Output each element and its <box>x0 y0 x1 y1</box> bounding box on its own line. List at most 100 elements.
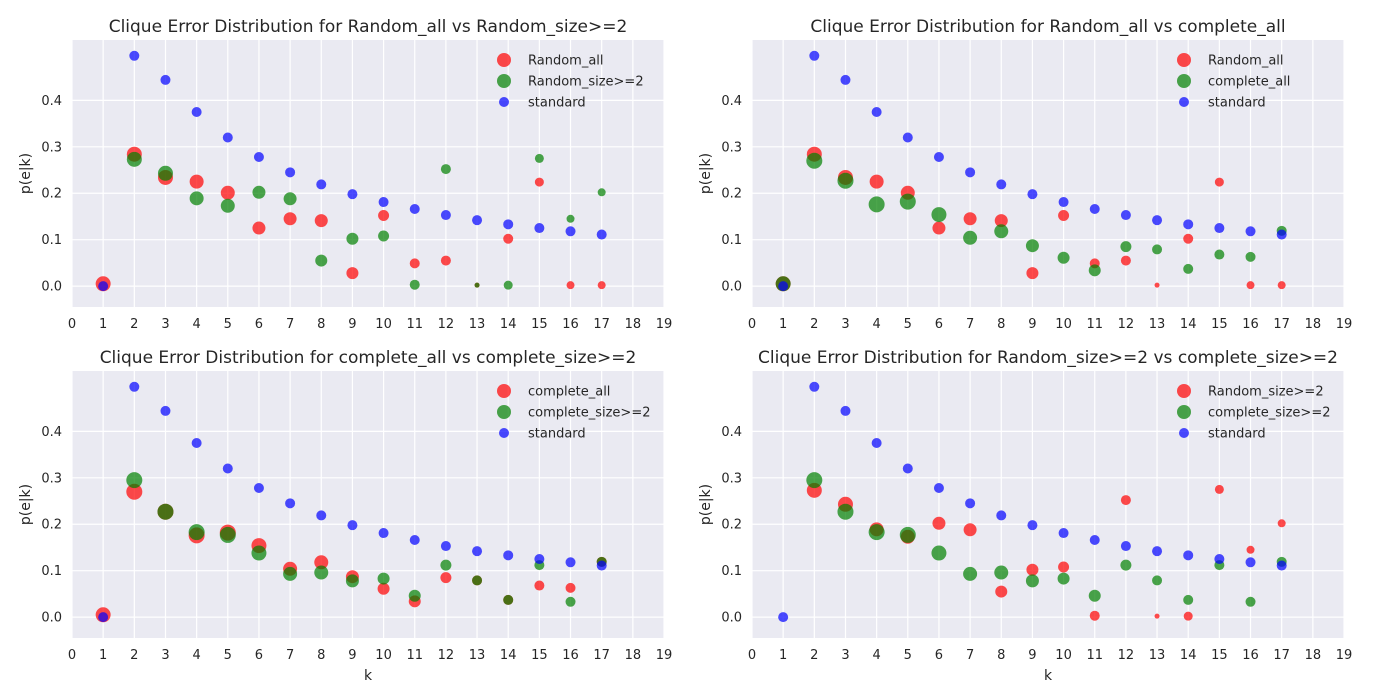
data-point <box>1057 251 1070 264</box>
data-point <box>995 585 1008 598</box>
x-tick-label: 3 <box>841 648 849 663</box>
data-point <box>315 254 328 267</box>
x-tick-label: 2 <box>130 648 138 663</box>
data-point <box>837 503 854 520</box>
legend-label: standard <box>1208 96 1266 111</box>
data-point <box>409 204 420 215</box>
x-tick-label: 6 <box>935 317 943 332</box>
x-tick-label: 13 <box>1149 648 1166 663</box>
chart-panel-2: 0 1 2 3 4 5 6 7 8 9 10 11 12 13 14 15 16 17 18 190.00.10.20… <box>698 17 1352 332</box>
x-tick-label: 6 <box>255 317 263 332</box>
y-axis-label: p(e|k) <box>18 153 34 194</box>
legend-label: complete_size>=2 <box>528 406 650 421</box>
data-point <box>188 524 205 541</box>
data-point <box>129 50 140 61</box>
legend-marker <box>1177 74 1191 88</box>
x-tick-label: 15 <box>1211 648 1228 663</box>
data-point <box>189 191 204 206</box>
y-tick-label: 0.4 <box>721 94 742 109</box>
x-tick-label: 12 <box>1118 648 1135 663</box>
data-point <box>868 524 885 541</box>
data-point <box>314 555 329 570</box>
data-point <box>1057 572 1070 585</box>
legend-marker <box>499 97 509 107</box>
x-tick-label: 0 <box>748 317 756 332</box>
data-point <box>597 188 606 197</box>
data-point <box>191 106 202 117</box>
data-point <box>565 582 576 593</box>
data-point <box>899 526 916 543</box>
data-point <box>565 596 576 607</box>
data-point <box>252 185 266 199</box>
data-point <box>1277 281 1286 290</box>
x-tick-label: 3 <box>161 317 169 332</box>
data-point <box>314 214 328 228</box>
data-point <box>440 255 451 266</box>
grid <box>751 371 1345 638</box>
data-point <box>378 230 390 242</box>
chart-title: Clique Error Distribution for Random_all… <box>109 17 628 37</box>
data-point <box>1214 484 1224 494</box>
data-point <box>440 210 451 221</box>
x-tick-label: 7 <box>286 648 294 663</box>
x-tick-label: 12 <box>438 317 455 332</box>
data-point <box>1089 204 1100 215</box>
data-point <box>377 572 390 585</box>
data-point <box>565 557 576 568</box>
data-point <box>806 152 823 169</box>
y-tick-label: 0.1 <box>721 233 742 248</box>
data-point <box>868 196 885 213</box>
chart-panel-3: 0 1 2 3 4 5 6 7 8 9 10 11 12 13 14 15 16 17 18 190.00.10.20… <box>18 348 672 684</box>
data-point <box>1245 557 1256 568</box>
y-tick-label: 0.3 <box>721 471 742 486</box>
grid <box>71 371 665 638</box>
y-tick-label: 0.0 <box>41 611 62 626</box>
data-point <box>377 582 390 595</box>
data-point <box>1154 613 1160 619</box>
data-point <box>189 174 204 189</box>
y-tick-label: 0.0 <box>41 280 62 295</box>
x-tick-label: 14 <box>500 317 517 332</box>
data-point <box>346 232 359 245</box>
data-point <box>222 463 233 474</box>
data-point <box>965 167 976 178</box>
data-point <box>1276 229 1287 240</box>
data-point <box>409 258 420 269</box>
data-point <box>963 230 978 245</box>
data-point <box>1245 226 1256 237</box>
data-point <box>126 151 142 167</box>
x-tick-label: 10 <box>375 317 392 332</box>
data-point <box>1058 210 1070 222</box>
data-point <box>378 528 389 539</box>
data-point <box>1214 177 1224 187</box>
data-point <box>1058 561 1070 573</box>
x-tick-label: 11 <box>1086 648 1103 663</box>
data-point <box>869 174 884 189</box>
data-point <box>440 164 451 175</box>
data-point <box>474 282 480 288</box>
x-tick-label: 11 <box>1086 317 1103 332</box>
data-point <box>899 193 916 210</box>
legend-label: standard <box>528 96 586 111</box>
data-point <box>840 74 851 85</box>
x-tick-label: 12 <box>1118 317 1135 332</box>
x-tick-label: 4 <box>192 317 200 332</box>
data-point <box>219 526 236 543</box>
data-point <box>1246 281 1255 290</box>
legend-marker <box>1179 428 1189 438</box>
data-point <box>222 132 233 143</box>
x-tick-label: 17 <box>1273 648 1290 663</box>
data-point <box>596 560 607 571</box>
legend-marker <box>1179 97 1189 107</box>
x-tick-label: 2 <box>130 317 138 332</box>
data-point <box>902 132 913 143</box>
x-tick-label: 14 <box>1180 317 1197 332</box>
x-tick-label: 11 <box>406 648 423 663</box>
data-point <box>931 545 947 561</box>
y-tick-label: 0.2 <box>721 187 742 202</box>
x-tick-label: 8 <box>997 317 1005 332</box>
data-point <box>157 503 174 520</box>
data-point <box>503 233 514 244</box>
legend: Random_size>=2 complete_size>=2 standard <box>1177 384 1330 442</box>
y-tick-label: 0.0 <box>721 280 742 295</box>
